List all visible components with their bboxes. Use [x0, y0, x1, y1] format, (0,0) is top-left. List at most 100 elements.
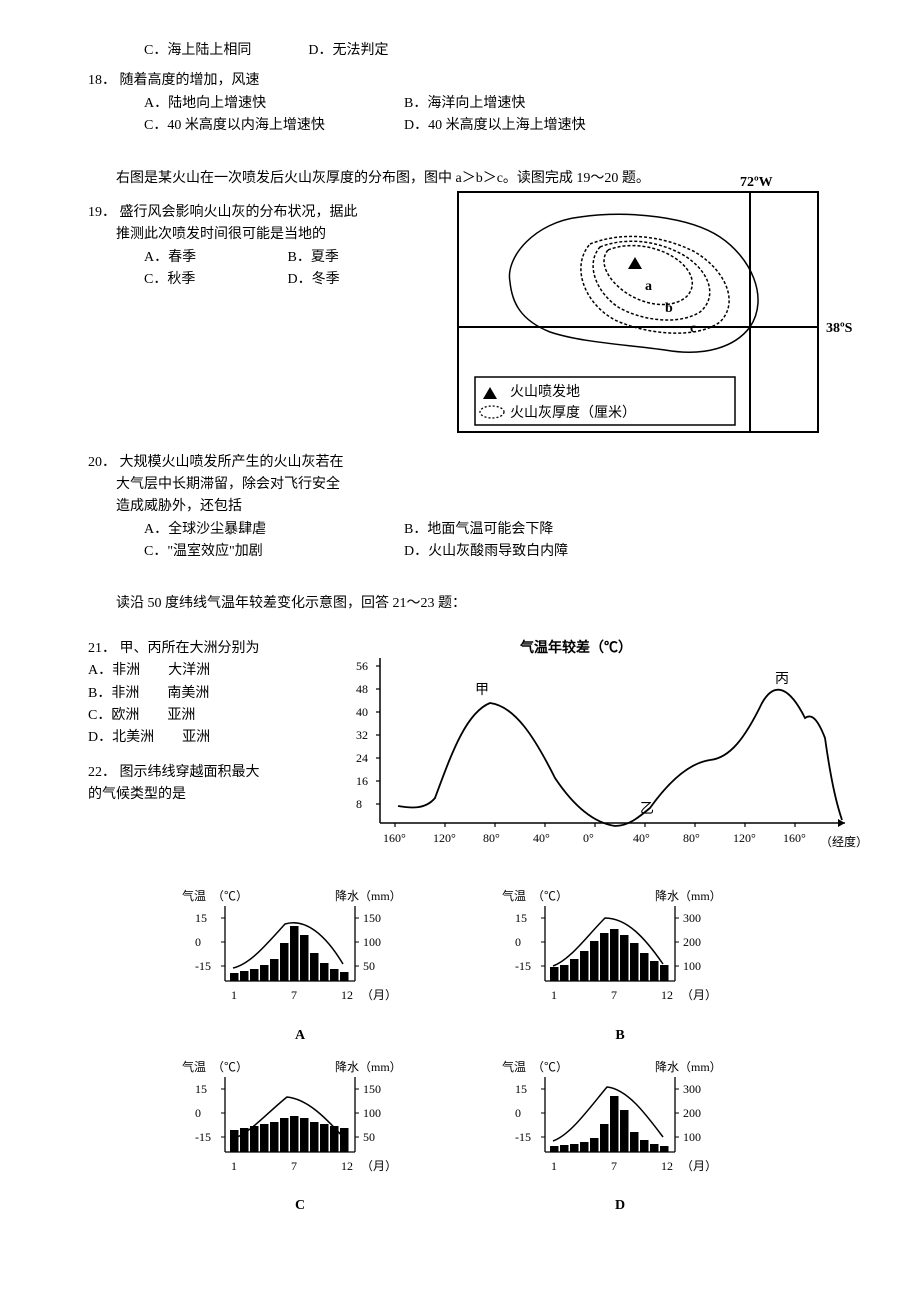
svg-text:100: 100 — [683, 1130, 701, 1144]
q19-block: 19． 盛行风会影响火山灰的分布状况，据此 推测此次喷发时间很可能是当地的 A．… — [60, 202, 860, 292]
svg-text:-15: -15 — [195, 959, 211, 973]
svg-text:-15: -15 — [195, 1130, 211, 1144]
svg-text:150: 150 — [363, 911, 381, 925]
svg-text:48: 48 — [356, 682, 368, 696]
q19-num: 19． — [88, 205, 116, 220]
svg-text:7: 7 — [291, 988, 297, 1002]
svg-text:300: 300 — [683, 1082, 701, 1096]
svg-text:火山灰厚度（厘米）: 火山灰厚度（厘米） — [510, 405, 636, 421]
opt-c: C．海上陆上相同 — [144, 43, 251, 58]
svg-text:160°: 160° — [383, 831, 406, 845]
climate-A: 气温 （℃）降水（mm）150-15150100501712（月）A — [170, 886, 430, 1047]
climate-row-2: 气温 （℃）降水（mm）150-15150100501712（月）C 气温 （℃… — [60, 1057, 860, 1218]
q20-stem2: 大气层中长期滞留，除会对飞行安全 — [60, 474, 860, 496]
q19-a: A．春季 — [144, 247, 284, 269]
svg-text:7: 7 — [291, 1159, 297, 1173]
q20-d: D．火山灰酸雨导致白内障 — [404, 541, 568, 563]
q20-c: C．"温室效应"加剧 — [144, 541, 404, 563]
svg-text:降水（mm）: 降水（mm） — [655, 889, 722, 903]
climate-C: 气温 （℃）降水（mm）150-15150100501712（月）C — [170, 1057, 430, 1218]
svg-text:56: 56 — [356, 659, 368, 673]
q21-c: C．欧洲 亚洲 — [60, 705, 340, 727]
climate-letter: A — [170, 1025, 430, 1047]
svg-text:40°: 40° — [533, 831, 550, 845]
svg-text:丙: 丙 — [775, 672, 789, 687]
svg-text:（月）: （月） — [681, 1159, 717, 1173]
svg-text:气温 （℃）: 气温 （℃） — [502, 1059, 568, 1074]
q19-b: B．夏季 — [288, 250, 339, 265]
climate-B: 气温 （℃）降水（mm）150-153002001001712（月）B — [490, 886, 750, 1047]
svg-text:（经度）: （经度） — [820, 834, 860, 849]
svg-text:气温 （℃）: 气温 （℃） — [182, 1059, 248, 1074]
svg-text:40: 40 — [356, 705, 368, 719]
svg-text:15: 15 — [515, 1082, 527, 1096]
svg-text:16: 16 — [356, 774, 368, 788]
temp-intro: 读沿 50 度纬线气温年较差变化示意图，回答 21～23 题： — [60, 593, 860, 615]
svg-text:12: 12 — [661, 1159, 673, 1173]
svg-text:气温 （℃）: 气温 （℃） — [182, 888, 248, 903]
svg-text:（月）: （月） — [361, 1159, 397, 1173]
q20: 20． 大规模火山喷发所产生的火山灰若在 大气层中长期滞留，除会对飞行安全 造成… — [60, 452, 860, 564]
q18-stem: 随着高度的增加，风速 — [120, 73, 260, 88]
svg-text:乙: 乙 — [640, 801, 654, 817]
svg-text:0°: 0° — [583, 831, 594, 845]
svg-text:15: 15 — [195, 911, 207, 925]
svg-text:120°: 120° — [433, 831, 456, 845]
svg-text:160°: 160° — [783, 831, 806, 845]
q18-b: B．海洋向上增速快 — [404, 93, 525, 115]
svg-text:气温 （℃）: 气温 （℃） — [502, 888, 568, 903]
svg-text:0: 0 — [195, 935, 201, 949]
svg-text:12: 12 — [661, 988, 673, 1002]
q22-num: 22． — [88, 765, 116, 780]
svg-text:0: 0 — [515, 1106, 521, 1120]
q20-num: 20． — [88, 455, 116, 470]
climate-letter: D — [490, 1195, 750, 1217]
svg-text:a: a — [645, 279, 652, 294]
svg-text:降水（mm）: 降水（mm） — [335, 889, 402, 903]
q18-d: D．40 米高度以上海上增速快 — [404, 115, 586, 137]
q21-stem: 甲、丙所在大洲分别为 — [120, 641, 260, 656]
q22-stem1: 图示纬线穿越面积最大 — [120, 765, 260, 780]
q18-num: 18． — [88, 73, 116, 88]
svg-text:100: 100 — [363, 1106, 381, 1120]
svg-text:120°: 120° — [733, 831, 756, 845]
svg-text:降水（mm）: 降水（mm） — [655, 1060, 722, 1074]
svg-text:100: 100 — [683, 959, 701, 973]
svg-text:80°: 80° — [683, 831, 700, 845]
climate-row-1: 气温 （℃）降水（mm）150-15150100501712（月）A 气温 （℃… — [60, 886, 860, 1047]
q20-a: A．全球沙尘暴肆虐 — [144, 519, 404, 541]
svg-text:0: 0 — [515, 935, 521, 949]
svg-text:1: 1 — [551, 1159, 557, 1173]
climate-letter: C — [170, 1195, 430, 1217]
q20-stem3: 造成威胁外，还包括 — [60, 496, 860, 518]
svg-text:12: 12 — [341, 1159, 353, 1173]
q18-a: A．陆地向上增速快 — [144, 93, 404, 115]
svg-text:50: 50 — [363, 1130, 375, 1144]
svg-text:-15: -15 — [515, 959, 531, 973]
svg-text:1: 1 — [231, 988, 237, 1002]
q17-options-cd: C．海上陆上相同 D．无法判定 — [60, 40, 860, 62]
q19-c: C．秋季 — [144, 269, 284, 291]
q21-d: D．北美洲 亚洲 — [60, 727, 340, 749]
q20-b: B．地面气温可能会下降 — [404, 519, 553, 541]
svg-text:-15: -15 — [515, 1130, 531, 1144]
svg-text:100: 100 — [363, 935, 381, 949]
q20-stem1: 大规模火山喷发所产生的火山灰若在 — [120, 455, 344, 470]
svg-text:7: 7 — [611, 988, 617, 1002]
svg-text:32: 32 — [356, 728, 368, 742]
svg-text:50: 50 — [363, 959, 375, 973]
svg-text:（月）: （月） — [681, 988, 717, 1002]
lat-label: 38ºS — [826, 321, 853, 336]
q21-b: B．非洲 南美洲 — [60, 683, 340, 705]
svg-text:40°: 40° — [633, 831, 650, 845]
svg-text:1: 1 — [231, 1159, 237, 1173]
svg-text:150: 150 — [363, 1082, 381, 1096]
q18-c: C．40 米高度以内海上增速快 — [144, 115, 404, 137]
climate-letter: B — [490, 1025, 750, 1047]
svg-text:80°: 80° — [483, 831, 500, 845]
svg-text:300: 300 — [683, 911, 701, 925]
q19-d: D．冬季 — [288, 272, 340, 287]
svg-text:15: 15 — [195, 1082, 207, 1096]
q21-num: 21． — [88, 641, 116, 656]
svg-text:甲: 甲 — [475, 683, 489, 698]
